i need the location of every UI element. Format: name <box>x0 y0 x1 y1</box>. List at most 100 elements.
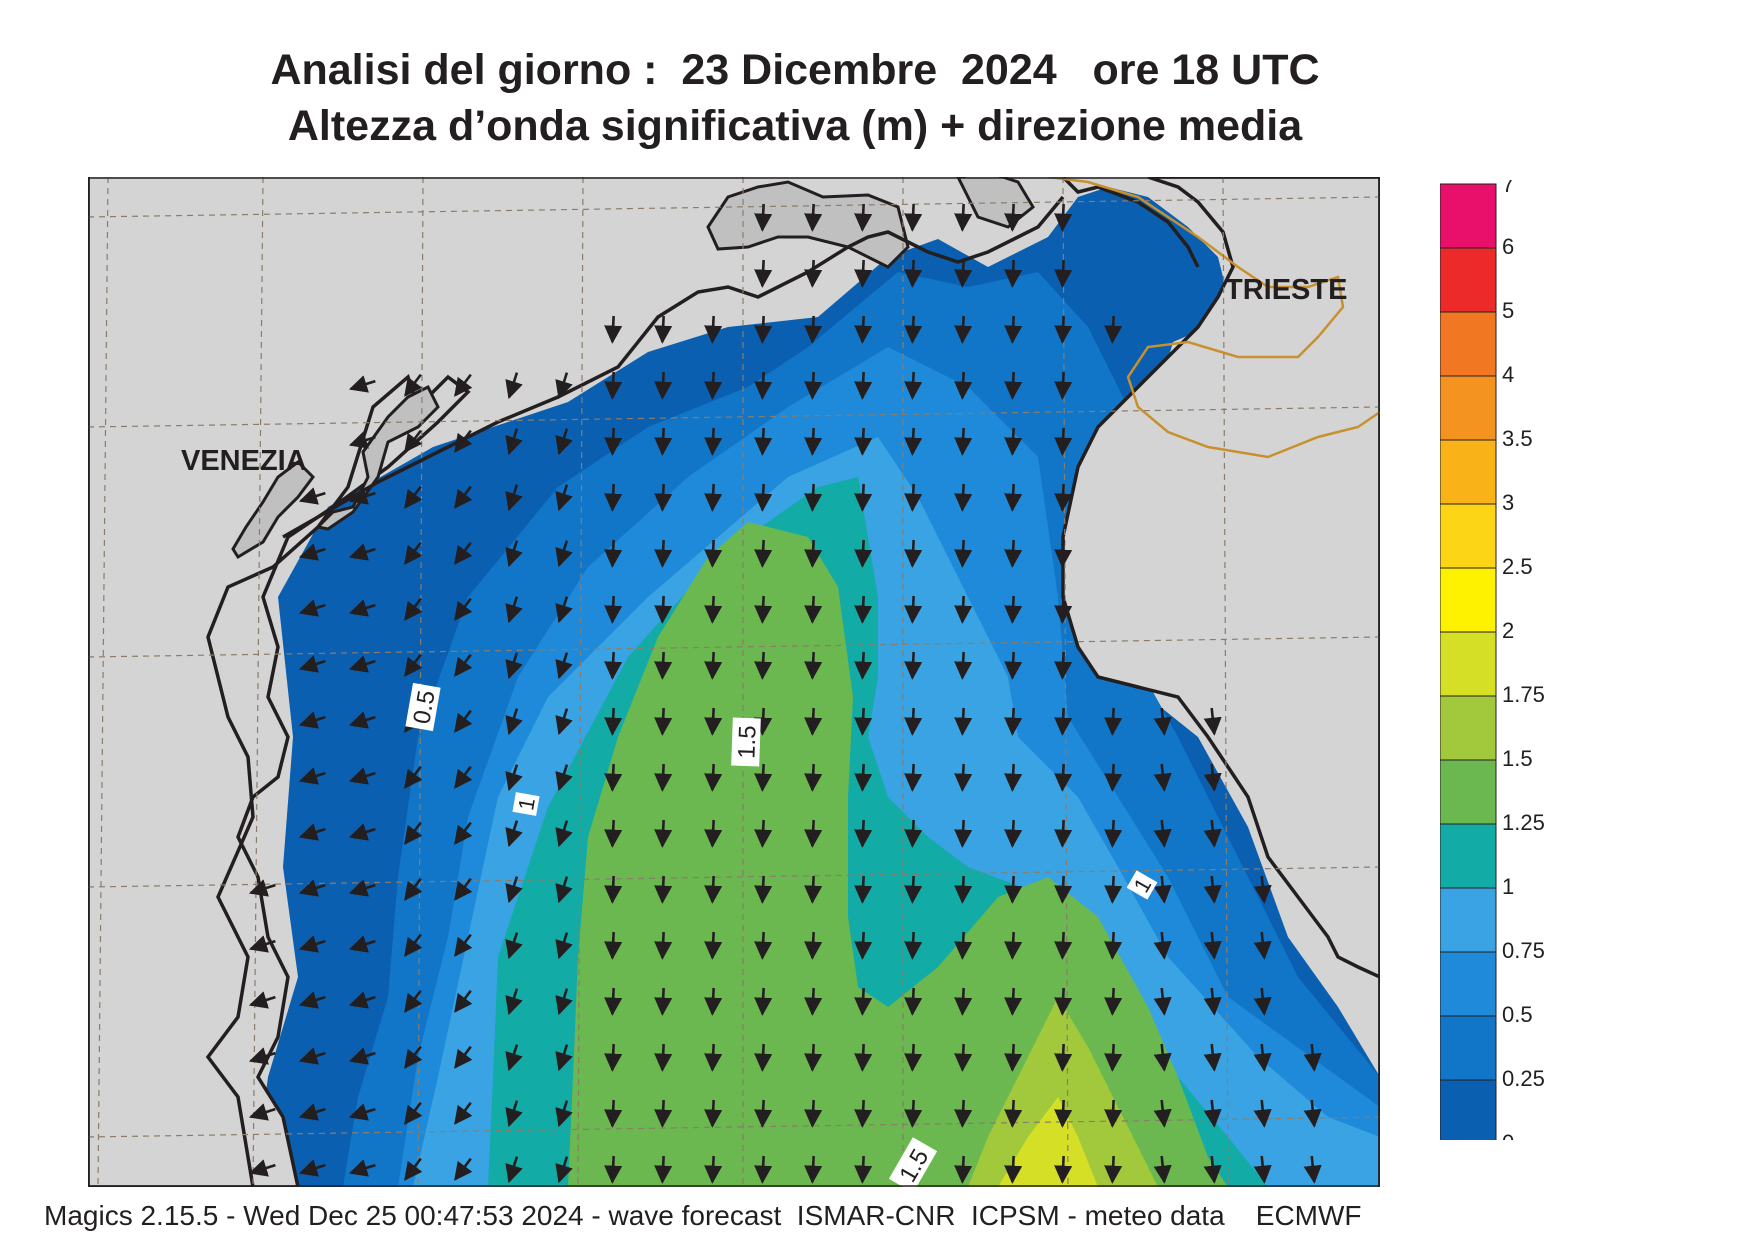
direction-arrow <box>754 315 773 344</box>
direction-arrow <box>954 371 973 400</box>
direction-arrow <box>1054 427 1073 456</box>
contour-label-1a: 1 <box>512 792 540 816</box>
direction-arrow <box>654 1043 673 1072</box>
direction-arrow <box>654 315 673 344</box>
direction-arrow <box>1153 1099 1172 1128</box>
direction-arrow <box>604 595 623 624</box>
direction-arrow <box>348 991 376 1009</box>
direction-arrow <box>804 371 823 400</box>
direction-arrow <box>1203 763 1222 792</box>
direction-arrow <box>1054 819 1073 848</box>
direction-arrow <box>248 991 276 1009</box>
direction-arrow <box>1104 1155 1123 1184</box>
direction-arrow <box>248 935 276 953</box>
direction-arrows <box>248 203 1322 1184</box>
colorbar-label: 0.5 <box>1502 1002 1533 1027</box>
direction-arrow <box>854 987 873 1016</box>
direction-arrow <box>1004 427 1023 456</box>
direction-arrow <box>555 596 573 624</box>
direction-arrow <box>1004 595 1023 624</box>
direction-arrow <box>1054 1155 1073 1184</box>
direction-arrow <box>654 1099 673 1128</box>
colorbar-label: 2 <box>1502 618 1514 643</box>
direction-arrow <box>804 1099 823 1128</box>
direction-arrow <box>754 1155 773 1184</box>
direction-arrow <box>854 763 873 792</box>
direction-arrow <box>1303 1099 1322 1128</box>
direction-arrow <box>505 988 523 1016</box>
direction-arrow <box>904 371 923 400</box>
direction-arrow <box>654 1155 673 1184</box>
direction-arrow <box>954 1099 973 1128</box>
direction-arrow <box>854 1099 873 1128</box>
direction-arrow <box>854 875 873 904</box>
direction-arrow <box>1054 931 1073 960</box>
direction-arrow <box>348 655 376 673</box>
direction-arrow <box>604 987 623 1016</box>
direction-arrow <box>1203 1155 1222 1184</box>
colorbar-box <box>1440 695 1497 761</box>
direction-arrow <box>904 539 923 568</box>
direction-arrow <box>754 595 773 624</box>
sea-band-7 <box>998 1097 1098 1187</box>
direction-arrow <box>804 819 823 848</box>
direction-arrow <box>904 427 923 456</box>
direction-arrow <box>654 819 673 848</box>
direction-arrow <box>654 987 673 1016</box>
direction-arrow <box>1153 931 1172 960</box>
direction-arrow <box>854 595 873 624</box>
colorbar-label: 5 <box>1502 298 1514 323</box>
direction-arrow <box>555 820 573 848</box>
direction-arrow <box>454 709 473 733</box>
direction-arrow <box>854 931 873 960</box>
direction-arrow <box>854 427 873 456</box>
direction-arrow <box>348 543 376 561</box>
direction-arrow <box>1253 931 1272 960</box>
direction-arrow <box>954 987 973 1016</box>
direction-arrow <box>1054 1043 1073 1072</box>
direction-arrow <box>555 764 573 792</box>
direction-arrow <box>604 1099 623 1128</box>
direction-arrow <box>704 1099 723 1128</box>
direction-arrow <box>654 875 673 904</box>
direction-arrow <box>454 597 473 621</box>
direction-arrow <box>505 484 523 512</box>
colorbar-box <box>1440 887 1497 953</box>
direction-arrow <box>298 655 326 673</box>
direction-arrow <box>1004 875 1023 904</box>
direction-arrow <box>1004 315 1023 344</box>
direction-arrow <box>954 1043 973 1072</box>
direction-arrow <box>298 1159 326 1177</box>
direction-arrow <box>1104 1099 1123 1128</box>
direction-arrow <box>654 931 673 960</box>
direction-arrow <box>404 541 423 565</box>
colorbar-box <box>1440 311 1497 377</box>
direction-arrow <box>704 987 723 1016</box>
direction-arrow <box>604 651 623 680</box>
direction-arrow <box>904 1099 923 1128</box>
direction-arrow <box>754 427 773 456</box>
direction-arrow <box>555 708 573 736</box>
direction-arrow <box>904 875 923 904</box>
direction-arrow <box>1253 1099 1272 1128</box>
direction-arrow <box>404 1101 423 1125</box>
direction-arrow <box>555 1044 573 1072</box>
direction-arrow <box>904 259 923 288</box>
colorbar: 0 0.25 0.5 0.75 1 1.25 1.5 1.75 2 2.5 3 3.5 4 5 6 7 <box>1440 180 1545 1140</box>
direction-arrow <box>754 987 773 1016</box>
direction-arrow <box>1004 707 1023 736</box>
direction-arrow <box>298 991 326 1009</box>
direction-arrow <box>654 539 673 568</box>
direction-arrow <box>404 485 423 509</box>
direction-arrow <box>1054 483 1073 512</box>
direction-arrow <box>1104 707 1123 736</box>
colorbar-box <box>1440 503 1497 569</box>
direction-arrow <box>248 1047 276 1065</box>
direction-arrow <box>505 764 523 792</box>
direction-arrow <box>904 651 923 680</box>
direction-arrow <box>854 259 873 288</box>
direction-arrow <box>1253 987 1272 1016</box>
direction-arrow <box>754 651 773 680</box>
direction-arrow <box>1153 763 1172 792</box>
direction-arrow <box>704 371 723 400</box>
